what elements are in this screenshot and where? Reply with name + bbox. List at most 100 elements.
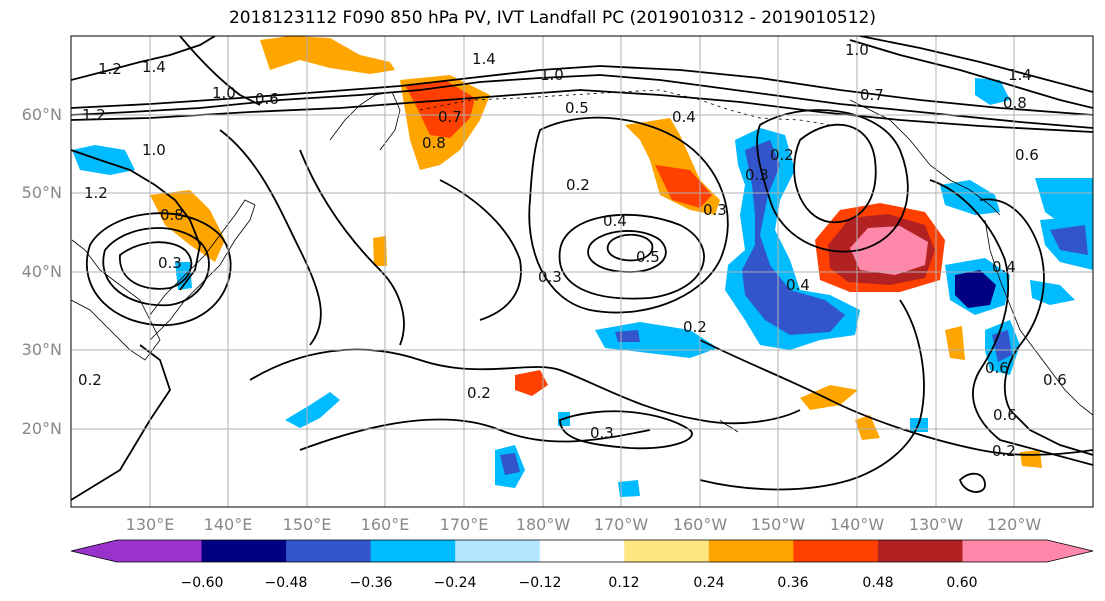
contour-line — [587, 230, 667, 273]
colorbar-tick-label: 0.48 — [862, 575, 894, 591]
contour-label: 0.4 — [603, 212, 627, 230]
contour-label: 0.2 — [566, 176, 590, 194]
contour-line — [958, 472, 986, 493]
pv-shading — [72, 36, 1093, 497]
contour-label: 0.5 — [636, 248, 660, 266]
positive-anomaly-area — [515, 370, 548, 396]
graticule — [71, 36, 1093, 507]
contour-line — [979, 198, 1093, 456]
contour-label: 0.8 — [1003, 94, 1027, 112]
contour-label: 0.3 — [703, 201, 727, 219]
contour-line — [71, 149, 201, 291]
negative-anomaly-area — [1050, 225, 1088, 255]
negative-anomaly-area — [742, 140, 845, 335]
contour-label: 0.7 — [438, 108, 462, 126]
contour-line — [219, 129, 322, 346]
contour-label: 0.2 — [992, 442, 1016, 460]
contour-line — [859, 36, 1093, 93]
hawaii-islands — [719, 419, 739, 433]
negative-anomaly-area — [940, 180, 1000, 215]
positive-anomaly-area — [1020, 450, 1042, 468]
colorbar-tick-label: −0.36 — [349, 575, 393, 591]
colorbar-segment — [962, 540, 1048, 562]
lon-label: 130°E — [125, 515, 175, 534]
colorbar-segment — [201, 540, 287, 562]
lon-label: 140°E — [203, 515, 253, 534]
contour-label: 0.2 — [467, 384, 491, 402]
colorbar-outline — [70, 539, 1094, 563]
contour-label: 0.2 — [770, 146, 794, 164]
contour-label: 1.0 — [212, 84, 236, 102]
contour-line — [179, 36, 261, 106]
positive-anomaly-area — [855, 415, 880, 440]
contour-label-group: 1.2 1.4 1.2 1.0 0.6 1.4 1.0 0.5 0.4 0.7 … — [78, 41, 1067, 460]
lat-label-60n: 60°N — [21, 105, 62, 124]
positive-anomaly-area — [150, 190, 225, 262]
contour-label: 1.4 — [472, 50, 496, 68]
contour-label: 0.3 — [538, 268, 562, 286]
contour-label: 0.3 — [745, 166, 769, 184]
contour-line — [71, 89, 1093, 133]
colorbar-segment — [877, 540, 963, 562]
lat-label-20n: 20°N — [21, 419, 62, 438]
lon-label: 170°E — [439, 515, 489, 534]
colorbar-tick-label: 0.12 — [608, 575, 640, 591]
colorbar-tick-label: 0.36 — [777, 575, 809, 591]
contour-label: 0.6 — [985, 359, 1009, 377]
lon-label: 130°W — [908, 515, 964, 534]
positive-anomaly-area — [850, 226, 928, 275]
contour-label: 1.2 — [84, 184, 108, 202]
contour-line — [849, 39, 1093, 109]
map-frame — [70, 35, 1094, 508]
contour-label: 0.3 — [158, 254, 182, 272]
contour-line — [102, 227, 210, 307]
contour-label: 1.0 — [540, 66, 564, 84]
contour-label: 1.2 — [82, 106, 106, 124]
contour-label: 0.6 — [1043, 371, 1067, 389]
contour-label: 0.4 — [672, 108, 696, 126]
lon-label: 150°W — [750, 515, 806, 534]
colorbar-segment — [708, 540, 794, 562]
contour-label: 0.3 — [590, 424, 614, 442]
negative-anomaly-area — [618, 480, 640, 497]
lat-label-40n: 40°N — [21, 262, 62, 281]
negative-anomaly-area — [615, 330, 640, 342]
contour-line — [119, 241, 193, 290]
contour-line — [85, 212, 232, 326]
lon-label: 160°W — [672, 515, 728, 534]
map-title: 2018123112 F090 850 hPa PV, IVT Landfall… — [228, 8, 876, 28]
lat-label-30n: 30°N — [21, 340, 62, 359]
colorbar-tick-label: 0.60 — [946, 575, 978, 591]
colorbar-segment — [539, 540, 625, 562]
positive-anomaly-area — [373, 236, 387, 266]
contour-label: 0.8 — [422, 134, 446, 152]
colorbar-tick-label: −0.24 — [433, 575, 477, 591]
contour-line — [699, 339, 1093, 456]
contour-label: 1.0 — [845, 41, 869, 59]
positive-anomaly-area — [260, 36, 395, 74]
contour-label: 0.6 — [255, 90, 279, 108]
colorbar-tick-label: 0.24 — [693, 575, 725, 591]
colorbar-segment — [624, 540, 710, 562]
negative-anomaly-area — [72, 145, 135, 175]
contour-label: 0.2 — [78, 371, 102, 389]
positive-anomaly-area — [945, 326, 965, 360]
contour-line — [929, 179, 1093, 466]
lon-label: 160°E — [360, 515, 410, 534]
lon-label: 120°W — [986, 515, 1042, 534]
contour-label: 1.4 — [142, 58, 166, 76]
lon-label: 170°W — [593, 515, 649, 534]
contour-line — [606, 233, 654, 262]
contour-label: 1.4 — [1008, 66, 1032, 84]
negative-anomaly-area — [285, 392, 340, 428]
contour-label: 0.7 — [860, 86, 884, 104]
colorbar-segment — [117, 540, 203, 562]
colorbar-segment — [455, 540, 541, 562]
contour-line — [299, 149, 405, 346]
positive-anomaly-area — [405, 80, 475, 138]
contour-label: 0.4 — [992, 258, 1016, 276]
contour-line — [528, 116, 729, 314]
colorbar-extend-left — [71, 540, 117, 562]
colorbar-segment — [370, 540, 456, 562]
negative-anomaly-area — [975, 78, 1010, 105]
